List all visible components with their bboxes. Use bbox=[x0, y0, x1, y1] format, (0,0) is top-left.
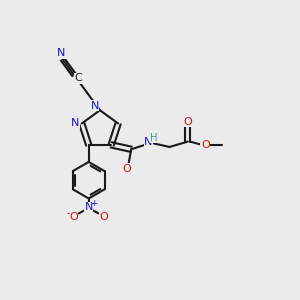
Text: +: + bbox=[90, 199, 98, 208]
Text: N: N bbox=[85, 202, 93, 212]
Text: H: H bbox=[150, 133, 158, 143]
Text: O: O bbox=[122, 164, 131, 174]
Text: O: O bbox=[183, 117, 192, 127]
Text: -: - bbox=[66, 208, 70, 218]
Text: C: C bbox=[74, 73, 82, 83]
Text: O: O bbox=[201, 140, 210, 150]
Text: O: O bbox=[100, 212, 108, 222]
Text: N: N bbox=[71, 118, 80, 128]
Text: O: O bbox=[69, 212, 78, 222]
Text: N: N bbox=[91, 101, 99, 111]
Text: N: N bbox=[144, 137, 152, 147]
Text: N: N bbox=[57, 48, 65, 58]
